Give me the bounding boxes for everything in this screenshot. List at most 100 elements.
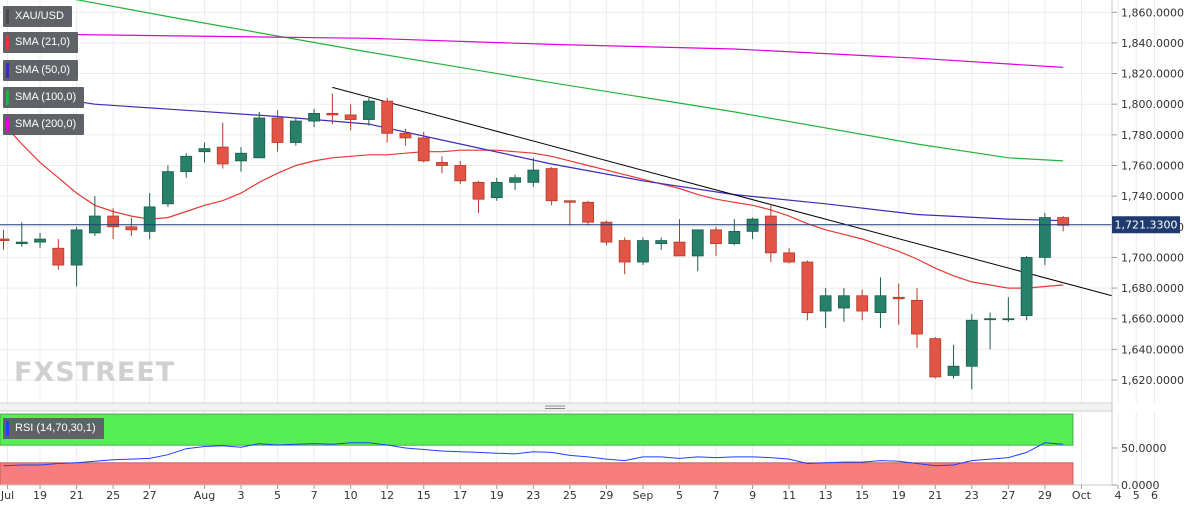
- rsi-line: [3, 442, 1064, 467]
- bearish-candle: [582, 200, 595, 226]
- sma-line-100: [75, 0, 1064, 162]
- rsi-tick-label: 50.0000: [1121, 442, 1167, 455]
- legend-rsi-swatch: [6, 421, 9, 436]
- candle-body: [509, 177, 521, 183]
- bullish-candle: [289, 117, 302, 146]
- candle-body: [618, 240, 631, 263]
- time-tick-label: 10: [344, 489, 358, 502]
- candle-body: [417, 137, 430, 162]
- candle-body: [1002, 318, 1015, 321]
- candle-body: [984, 318, 996, 321]
- bearish-candle: [472, 180, 485, 213]
- price-tick-label: 1,840.0000: [1121, 37, 1184, 50]
- time-tick-label: 27: [143, 489, 157, 502]
- candle-body: [472, 181, 485, 200]
- fxstreet-watermark: FXSTREET: [14, 357, 175, 388]
- time-tick-label: 29: [599, 489, 613, 502]
- trendline-layer: [332, 86, 1113, 297]
- candlesticks: [0, 93, 1070, 390]
- candle-body: [892, 296, 905, 300]
- sma-line-200: [3, 33, 1064, 68]
- bullish-candle: [1038, 212, 1051, 266]
- rsi-axis[interactable]: 50.0000 0.0000: [1112, 442, 1167, 492]
- legend-sma-50-label: SMA (50,0): [15, 64, 71, 76]
- bearish-candle: [454, 160, 467, 184]
- bullish-candle: [70, 226, 83, 287]
- bearish-candle: [326, 93, 339, 125]
- time-tick-label: 11: [782, 489, 796, 502]
- candle-body: [436, 162, 448, 166]
- legend-rsi-label: RSI (14,70,30,1): [15, 422, 96, 434]
- legend-sma-21[interactable]: SMA (21,0): [3, 32, 79, 53]
- legend-sma-200[interactable]: SMA (200,0): [3, 114, 85, 135]
- time-tick-label: 21: [928, 489, 942, 502]
- bullish-candle: [143, 193, 156, 240]
- price-tick-label: 1,700.0000: [1121, 251, 1184, 264]
- legend-sma-50[interactable]: SMA (50,0): [3, 60, 79, 81]
- candle-body: [1020, 257, 1033, 317]
- bearish-candle: [344, 104, 357, 131]
- rsi-tick-label: 0.0000: [1121, 479, 1160, 492]
- legend-sma-100[interactable]: SMA (100,0): [3, 87, 85, 108]
- time-tick-label: 7: [713, 489, 720, 502]
- bearish-candle: [618, 237, 631, 275]
- bearish-candle: [563, 200, 576, 226]
- bearish-candle: [271, 110, 284, 152]
- bullish-candle: [874, 277, 887, 328]
- bearish-candle: [1057, 216, 1070, 232]
- time-tick-label: 13: [819, 489, 833, 502]
- bullish-candle: [1020, 255, 1033, 321]
- time-tick-label: 6: [1151, 489, 1158, 502]
- price-tick-label: 1,800.0000: [1121, 98, 1184, 111]
- time-tick-label: 19: [33, 489, 47, 502]
- bullish-candle: [655, 237, 668, 250]
- candle-body: [819, 295, 832, 312]
- price-tick-label: 1,740.0000: [1121, 190, 1184, 203]
- candle-body: [70, 229, 83, 266]
- sma-line-21: [3, 123, 1064, 289]
- time-tick-label: 23: [965, 489, 979, 502]
- bullish-candle: [984, 312, 996, 350]
- time-axis[interactable]: Jul 19 21 25 27 Aug 3 5 7 10 12 15 17 19 23 25 29 Sep 5 7 9 1…: [0, 484, 1158, 502]
- time-tick-label: 3: [238, 489, 245, 502]
- bearish-candle: [892, 283, 905, 325]
- bullish-candle: [691, 229, 704, 272]
- candle-body: [563, 200, 576, 203]
- legend-sma-200-label: SMA (200,0): [15, 118, 77, 130]
- candle-body: [15, 241, 28, 245]
- bullish-candle: [490, 177, 503, 201]
- candle-body: [783, 252, 796, 263]
- price-tick-label: 1,640.0000: [1121, 343, 1184, 356]
- candle-body: [764, 215, 777, 254]
- time-tick-label: 5: [1133, 489, 1140, 502]
- candle-body: [838, 295, 850, 309]
- legend-sma-200-swatch: [6, 117, 9, 132]
- candle-body: [180, 155, 193, 173]
- bullish-candle: [308, 108, 320, 128]
- time-tick-label: 27: [1001, 489, 1015, 502]
- time-tick-label: 25: [106, 489, 120, 502]
- bullish-candle: [965, 314, 978, 390]
- candle-body: [344, 114, 357, 120]
- price-tick-label: 1,860.0000: [1121, 6, 1184, 19]
- candle-body: [253, 117, 266, 159]
- candle-body: [326, 112, 339, 116]
- rsi-overbought-zone: [0, 413, 1074, 446]
- candle-body: [271, 117, 284, 143]
- candle-body: [728, 230, 741, 245]
- bearish-candle: [710, 226, 722, 256]
- legend-symbol[interactable]: XAU/USD: [3, 6, 72, 27]
- candle-body: [107, 215, 120, 228]
- time-tick-label: 9: [749, 489, 756, 502]
- candle-body: [362, 100, 375, 120]
- price-axis[interactable]: 1,620.0000 1,640.0000 1,660.0000 1,680.0000…: [1111, 0, 1184, 485]
- candle-body: [582, 201, 595, 223]
- current-price-tag: 1,721.3300: [1112, 216, 1180, 234]
- candle-body: [710, 229, 722, 245]
- legend-rsi[interactable]: RSI (14,70,30,1): [3, 418, 104, 439]
- bullish-candle: [34, 232, 46, 249]
- time-tick-label: 15: [855, 489, 869, 502]
- candle-body: [308, 112, 320, 122]
- bearish-candle: [381, 98, 394, 143]
